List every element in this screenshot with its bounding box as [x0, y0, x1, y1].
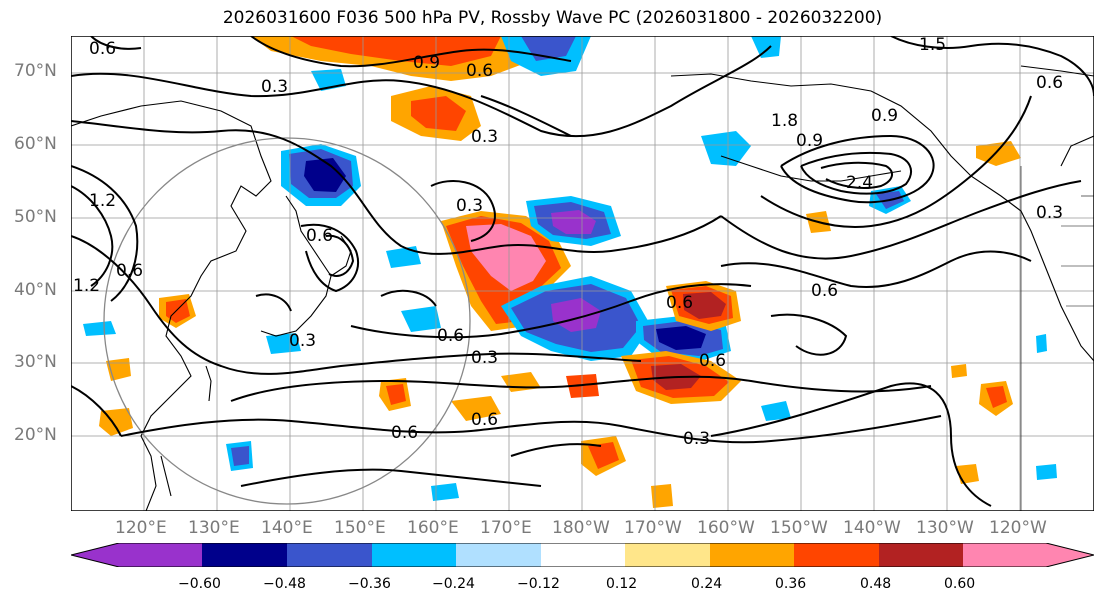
contour-label: 0.3: [1036, 203, 1063, 223]
pv-anomaly-shading: [83, 36, 1057, 508]
contour-label: 0.9: [871, 106, 898, 126]
colorbar-tick: 0.60: [944, 576, 976, 592]
colorbar-tick: 0.12: [606, 576, 638, 592]
lat-label-70n: 70°N: [14, 61, 57, 81]
contour-label: 1.2: [89, 191, 116, 211]
colorbar-tick: 0.48: [860, 576, 892, 592]
contour-label: 0.6: [811, 281, 838, 301]
colorbar-tick: −0.48: [263, 576, 306, 592]
colorbar: [71, 543, 1094, 567]
contour-label: 0.6: [666, 293, 693, 313]
figure-title: 2026031600 F036 500 hPa PV, Rossby Wave …: [222, 8, 883, 28]
colorbar-segment: [794, 543, 879, 567]
colorbar-segment: [963, 543, 1094, 567]
lon-label: 150°W: [770, 518, 828, 538]
lat-label-20n: 20°N: [14, 425, 57, 445]
contour-label: 1.5: [919, 36, 946, 55]
colorbar-tick: −0.24: [432, 576, 475, 592]
map-plot: 0.6 0.3 0.9 0.6 1.5 0.6 0.3 1.8 0.9 2.4 …: [71, 36, 1094, 511]
contour-label: 0.6: [437, 326, 464, 346]
lat-label-50n: 50°N: [14, 207, 57, 227]
colorbar-tick: −0.12: [517, 576, 560, 592]
lon-label: 130°W: [916, 518, 974, 538]
contour-label: 0.6: [466, 61, 493, 81]
contour-label: 2.4: [846, 173, 873, 193]
contour-label: 0.3: [683, 429, 710, 449]
contour-label: 0.3: [471, 127, 498, 147]
colorbar-segment: [372, 543, 456, 567]
lon-label: 160°E: [407, 518, 459, 538]
colorbar-segment: [625, 543, 710, 567]
colorbar-segment: [710, 543, 794, 567]
state-borders: [1020, 166, 1094, 511]
lon-label: 150°E: [334, 518, 386, 538]
colorbar-tick: −0.36: [348, 576, 391, 592]
contour-label: 0.3: [289, 331, 316, 351]
contour-label: 0.6: [699, 351, 726, 371]
lon-label: 180°W: [552, 518, 610, 538]
pv-contours: [71, 36, 1094, 507]
colorbar-tick: 0.36: [775, 576, 807, 592]
lon-label: 140°E: [261, 518, 313, 538]
contour-label: 0.3: [471, 348, 498, 368]
contour-label: 1.8: [771, 111, 798, 131]
contour-label: 0.9: [413, 53, 440, 73]
colorbar-segment: [541, 543, 625, 567]
colorbar-segment: [456, 543, 541, 567]
lon-label: 170°W: [624, 518, 682, 538]
contour-label: 0.6: [391, 423, 418, 443]
lon-label: 160°W: [697, 518, 755, 538]
colorbar-segment: [879, 543, 963, 567]
lat-label-40n: 40°N: [14, 280, 57, 300]
colorbar-segment: [202, 543, 287, 567]
contour-label: 0.6: [1036, 73, 1063, 93]
contour-label: 0.9: [796, 131, 823, 151]
colorbar-tick: −0.60: [178, 576, 221, 592]
lon-label: 120°W: [989, 518, 1047, 538]
contour-label: 0.6: [116, 261, 143, 281]
contour-label: 0.3: [261, 77, 288, 97]
contour-label: 0.6: [471, 410, 498, 430]
contour-label: 0.6: [89, 39, 116, 59]
lon-label: 120°E: [115, 518, 167, 538]
lon-label: 140°W: [843, 518, 901, 538]
lat-label-30n: 30°N: [14, 352, 57, 372]
lon-label: 130°E: [188, 518, 240, 538]
contour-label: 0.6: [306, 226, 333, 246]
colorbar-segment: [287, 543, 372, 567]
lon-label: 170°E: [480, 518, 532, 538]
colorbar-tick: 0.24: [691, 576, 723, 592]
lat-label-60n: 60°N: [14, 134, 57, 154]
colorbar-segment: [71, 543, 202, 567]
reference-circle: [103, 137, 471, 505]
map-panel: 0.6 0.3 0.9 0.6 1.5 0.6 0.3 1.8 0.9 2.4 …: [71, 36, 1094, 511]
contour-labels: 0.6 0.3 0.9 0.6 1.5 0.6 0.3 1.8 0.9 2.4 …: [73, 36, 1063, 449]
contour-label: 1.2: [73, 276, 100, 296]
contour-label: 0.3: [456, 196, 483, 216]
